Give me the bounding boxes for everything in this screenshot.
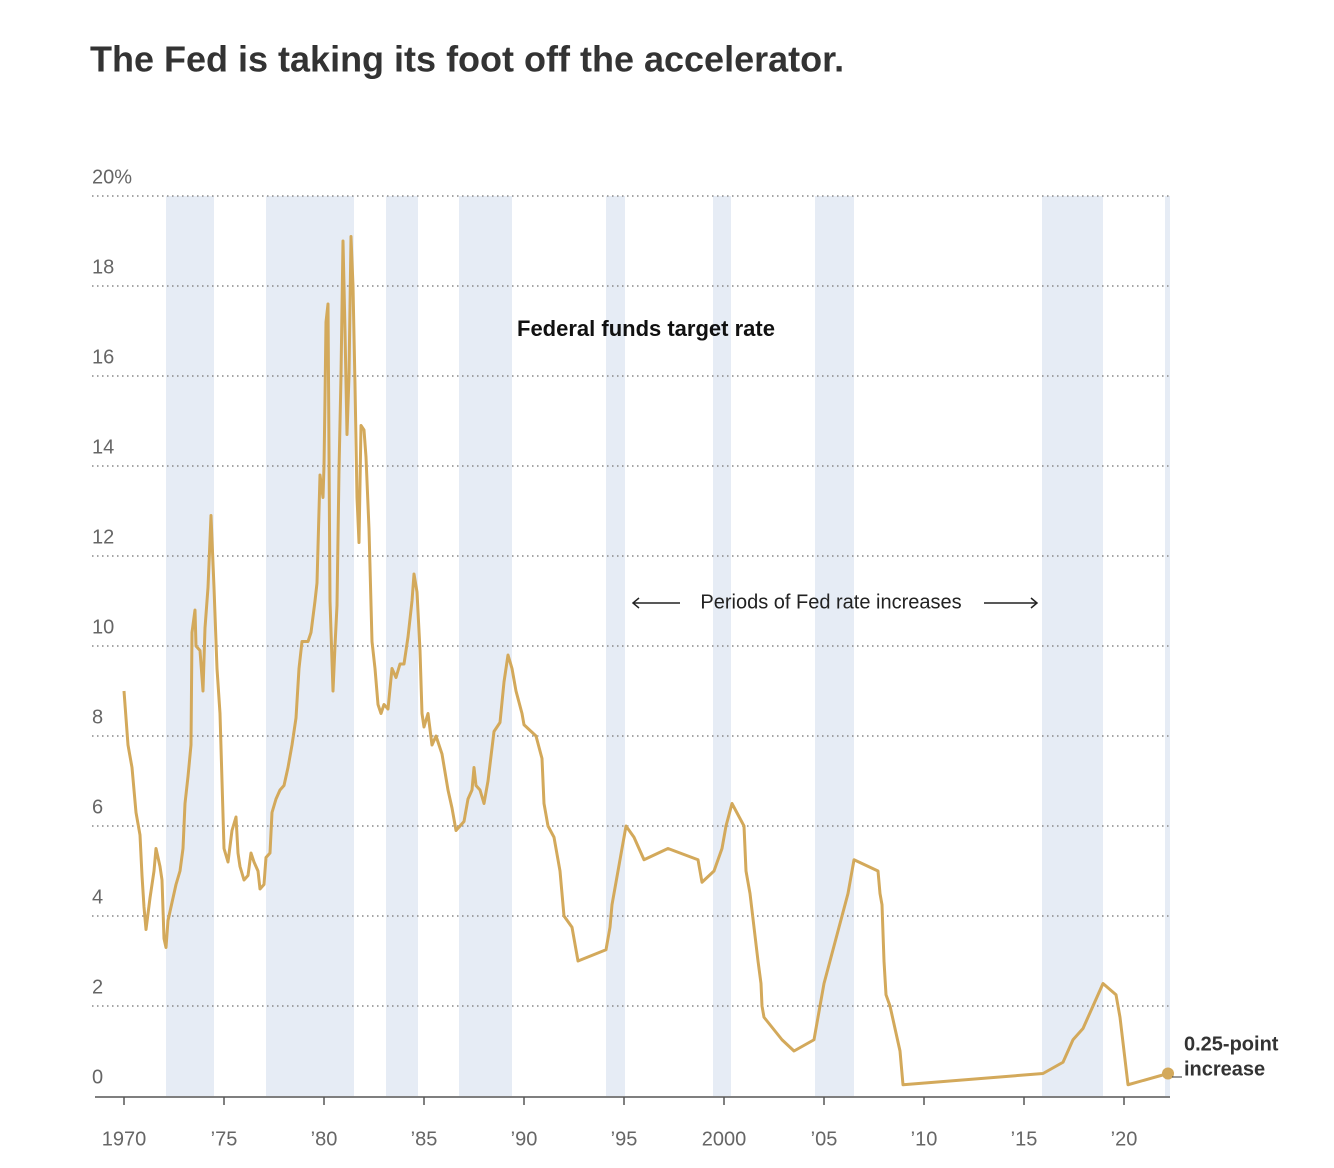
shaded-period <box>606 196 625 1096</box>
y-tick-label: 14 <box>92 436 114 458</box>
y-tick-label: 12 <box>92 526 114 548</box>
end-point <box>1162 1067 1174 1080</box>
y-tick-label: 20% <box>92 166 132 188</box>
series-label: Federal funds target rate <box>517 316 775 341</box>
shade-annotation: Periods of Fed rate increases <box>700 591 961 613</box>
end-annotation: 0.25-point <box>1184 1033 1279 1055</box>
x-tick-label: ’10 <box>911 1128 938 1150</box>
y-tick-label: 10 <box>92 616 114 638</box>
x-tick-label: ’85 <box>411 1128 438 1150</box>
x-tick-label: ’15 <box>1011 1128 1038 1150</box>
chart: The Fed is taking its foot off the accel… <box>90 39 1279 1151</box>
chart-title: The Fed is taking its foot off the accel… <box>90 39 844 80</box>
y-tick-label: 4 <box>92 886 103 908</box>
lines <box>122 235 1174 1087</box>
series-line <box>122 235 1169 1087</box>
shaded-period <box>266 196 354 1096</box>
arrow-head <box>631 597 640 609</box>
y-tick-label: 16 <box>92 346 114 368</box>
shaded-period <box>459 196 512 1096</box>
x-tick-label: ’75 <box>211 1128 238 1150</box>
x-axis: 1970 ’75 ’80 ’85 ’90 ’95 2000 ’05 ’10 ’15 ’20 <box>95 1096 1170 1150</box>
annotation-arrows <box>631 597 1039 609</box>
y-tick-label: 2 <box>92 976 103 998</box>
y-tick-label: 0 <box>92 1066 103 1088</box>
shaded-period <box>166 196 214 1096</box>
x-tick-label: 2000 <box>702 1128 747 1150</box>
end-annotation: increase <box>1184 1058 1265 1080</box>
arrow-head <box>1030 597 1039 609</box>
y-tick-label: 6 <box>92 796 103 818</box>
y-tick-label: 8 <box>92 706 103 728</box>
y-tick-label: 18 <box>92 256 114 278</box>
x-tick-label: ’95 <box>611 1128 638 1150</box>
x-tick-label: 1970 <box>102 1128 147 1150</box>
x-tick-label: ’20 <box>1111 1128 1138 1150</box>
grid: 0 2 4 6 8 10 12 14 16 18 20% <box>92 166 1170 1088</box>
x-tick-label: ’90 <box>511 1128 538 1150</box>
x-tick-label: ’80 <box>311 1128 338 1150</box>
x-tick-label: ’05 <box>811 1128 838 1150</box>
